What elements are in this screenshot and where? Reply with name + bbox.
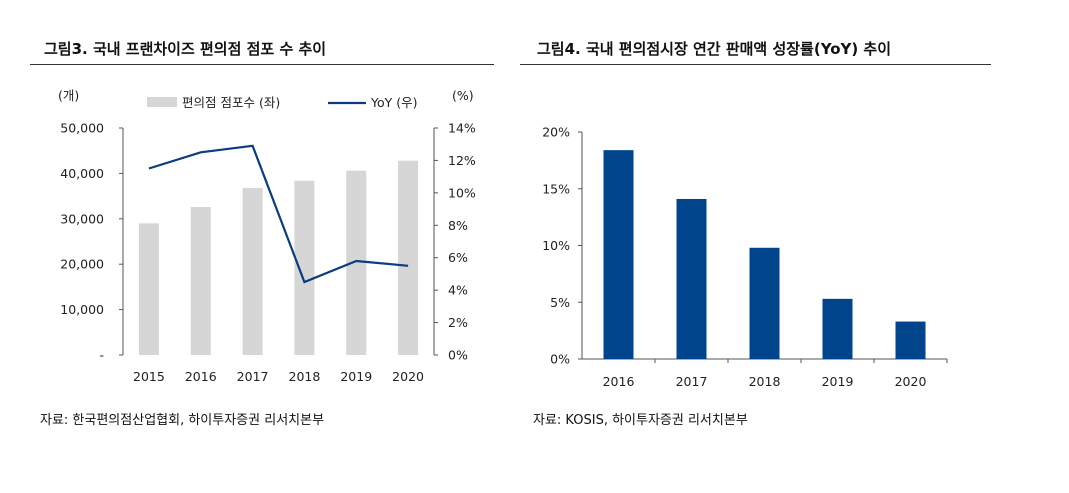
left-chart-source: 자료: 한국편의점산업협회, 하이투자증권 리서치본부 bbox=[40, 413, 325, 428]
right-chart-y-tick-label: 15% bbox=[542, 181, 570, 196]
store-count-bar bbox=[398, 160, 419, 355]
left-unit-label: (개) bbox=[58, 88, 79, 103]
left-x-tick-label: 2018 bbox=[289, 369, 321, 384]
store-count-bar bbox=[346, 170, 367, 355]
legend-line-label: YoY (우) bbox=[370, 95, 418, 110]
right-y-tick-label: 10% bbox=[448, 185, 476, 200]
left-x-tick-label: 2016 bbox=[185, 369, 217, 384]
right-chart-y-tick-label: 20% bbox=[542, 125, 570, 140]
left-y-tick-label: 10,000 bbox=[60, 302, 104, 317]
left-x-tick-label: 2015 bbox=[133, 369, 165, 384]
left-title-rule bbox=[30, 64, 494, 65]
growth-bar bbox=[676, 198, 707, 359]
right-y-tick-label: 12% bbox=[448, 153, 476, 168]
right-chart-y-tick-label: 10% bbox=[542, 238, 570, 253]
left-y-tick-label: 40,000 bbox=[60, 166, 104, 181]
growth-bar bbox=[822, 298, 853, 359]
right-y-tick-label: 0% bbox=[448, 348, 468, 363]
left-y-tick-label: 30,000 bbox=[60, 211, 104, 226]
store-count-bar bbox=[294, 180, 315, 355]
right-chart-y-tick-label: 5% bbox=[550, 295, 570, 310]
store-count-bar bbox=[138, 223, 159, 355]
left-chart-title: 그림3. 국내 프랜차이즈 편의점 점포 수 추이 bbox=[44, 40, 327, 58]
right-chart-title: 그림4. 국내 편의점시장 연간 판매액 성장률(YoY) 추이 bbox=[537, 40, 892, 58]
right-chart-source: 자료: KOSIS, 하이투자증권 리서치본부 bbox=[533, 413, 748, 428]
right-chart-x-tick-label: 2017 bbox=[676, 374, 708, 389]
right-title-rule bbox=[520, 64, 991, 65]
right-chart-x-tick-label: 2016 bbox=[603, 374, 635, 389]
right-y-tick-label: 8% bbox=[448, 218, 468, 233]
left-y-tick-label: 50,000 bbox=[60, 121, 104, 136]
right-chart-x-tick-label: 2020 bbox=[895, 374, 927, 389]
growth-bar bbox=[749, 247, 780, 359]
right-y-tick-label: 6% bbox=[448, 250, 468, 265]
right-chart-x-tick-label: 2019 bbox=[822, 374, 854, 389]
left-x-tick-label: 2020 bbox=[392, 369, 424, 384]
legend-bar-label: 편의점 점포수 (좌) bbox=[182, 95, 280, 110]
right-y-tick-label: 2% bbox=[448, 315, 468, 330]
left-y-tick-label: - bbox=[99, 348, 104, 363]
right-chart-y-tick-label: 0% bbox=[550, 352, 570, 367]
yoy-line bbox=[148, 144, 409, 284]
store-count-bar bbox=[242, 187, 263, 355]
right-chart-x-tick-label: 2018 bbox=[749, 374, 781, 389]
left-y-tick-label: 20,000 bbox=[60, 257, 104, 272]
right-y-tick-label: 4% bbox=[448, 283, 468, 298]
legend-bar-swatch bbox=[147, 97, 177, 107]
left-x-tick-label: 2019 bbox=[340, 369, 372, 384]
right-y-tick-label: 14% bbox=[448, 121, 476, 136]
left-x-tick-label: 2017 bbox=[237, 369, 269, 384]
store-count-bar bbox=[190, 206, 211, 355]
growth-bar bbox=[895, 321, 926, 359]
right-unit-label: (%) bbox=[452, 88, 474, 103]
growth-bar bbox=[603, 150, 634, 359]
